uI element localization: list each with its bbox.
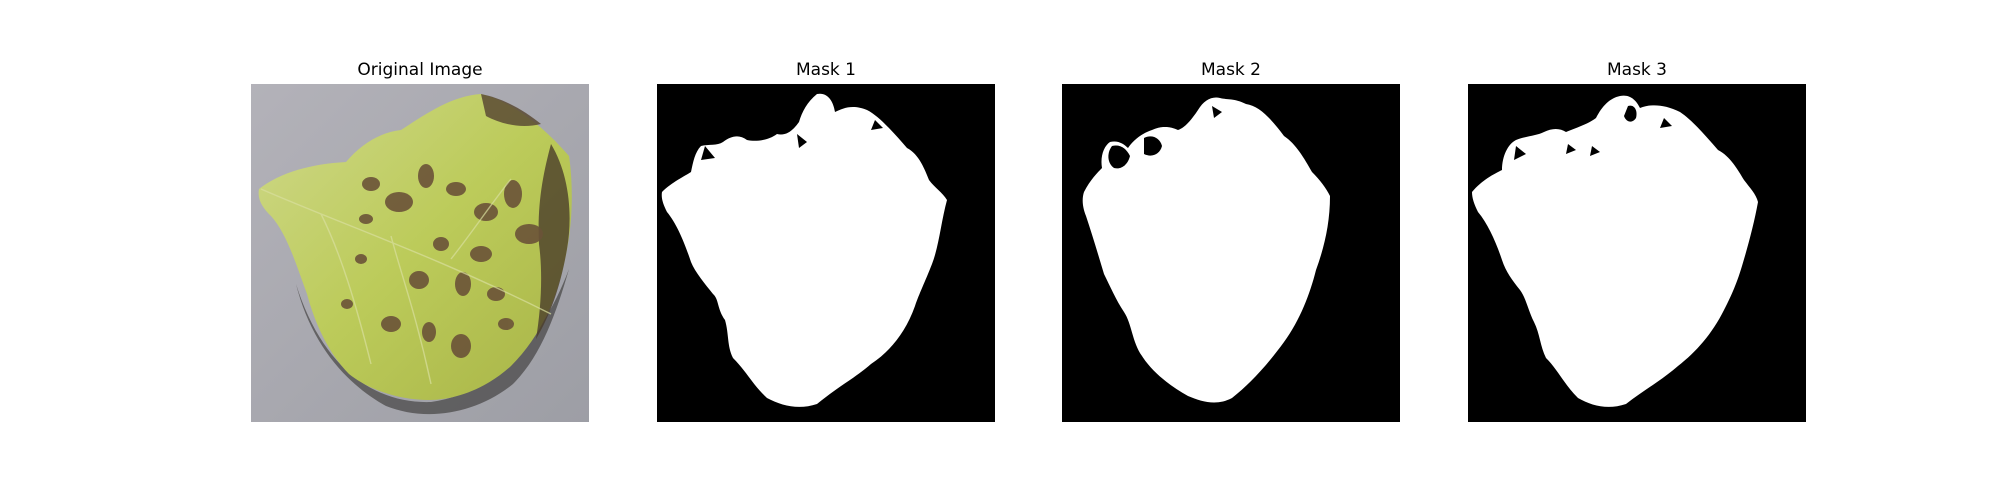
original-image-title: Original Image [357,60,483,80]
mask-3-title: Mask 3 [1606,60,1667,80]
mask-2-image [1062,84,1400,422]
mask-1-title: Mask 1 [795,60,856,80]
mask-3-image [1468,84,1806,422]
original-leaf-photo [251,84,589,422]
mask-3-panel: Mask 3 [1468,57,1806,422]
mask-2-title: Mask 2 [1200,60,1261,80]
mask-1-panel: Mask 1 [657,57,995,422]
original-image-panel: Original Image [251,57,589,422]
mask-2-panel: Mask 2 [1062,57,1400,422]
mask-1-image [657,84,995,422]
